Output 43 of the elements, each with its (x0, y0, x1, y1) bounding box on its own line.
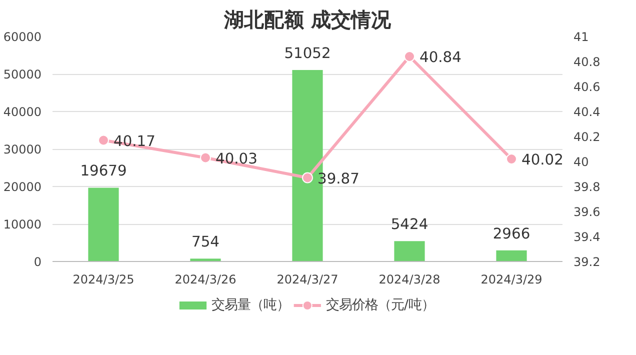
data-label: 40.03 (216, 150, 258, 168)
point (302, 172, 313, 184)
data-label: 40.84 (420, 49, 462, 66)
point (98, 134, 109, 146)
y2-tick-label: 39.4 (574, 230, 600, 244)
data-label: 40.17 (114, 132, 156, 150)
bar (190, 258, 221, 262)
x-tick-label: 2024/3/25 (72, 272, 134, 286)
y2-tick-label: 41 (574, 30, 589, 44)
y-tick-label: 30000 (3, 142, 42, 156)
y-tick-label: 60000 (3, 30, 42, 44)
y2-tick-label: 39.8 (574, 180, 600, 194)
x-tick-label: 2024/3/28 (378, 272, 440, 286)
data-label: 754 (192, 234, 220, 251)
chart-title: 湖北配额 成交情况 (223, 8, 392, 32)
point (506, 154, 517, 164)
y2-tick-label: 40 (574, 155, 589, 169)
y-tick-label: 20000 (3, 180, 42, 194)
data-label: 5424 (390, 216, 428, 234)
y2-tick-label: 40.8 (574, 55, 600, 69)
data-label: 51052 (284, 45, 331, 62)
y2-tick-label: 40.2 (574, 130, 600, 144)
y-tick-label: 10000 (3, 218, 42, 232)
y2-tick-label: 39.6 (574, 205, 600, 219)
y-tick-label: 0 (34, 255, 42, 269)
data-label: 19679 (80, 162, 127, 180)
y-tick-label: 50000 (3, 68, 42, 82)
bar (88, 188, 119, 262)
bar (496, 250, 527, 262)
x-tick-label: 2024/3/27 (276, 272, 338, 286)
bar (394, 241, 425, 262)
x-tick-label: 2024/3/26 (174, 272, 236, 286)
y2-tick-label: 40.4 (574, 105, 600, 119)
data-label: 40.02 (522, 152, 564, 168)
point (200, 152, 211, 164)
y2-tick-label: 40.6 (574, 80, 600, 94)
legend-label: 交易量（吨） (212, 297, 290, 313)
point (404, 51, 415, 62)
y2-tick-label: 39.2 (574, 255, 600, 269)
x-tick-label: 2024/3/29 (480, 272, 542, 286)
y-tick-label: 40000 (3, 105, 42, 119)
data-label: 2966 (492, 225, 530, 242)
legend-label: 交易价格（元/吨） (326, 297, 435, 313)
